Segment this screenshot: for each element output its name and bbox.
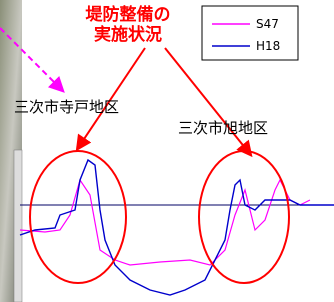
annotation: 堤防整備の	[86, 4, 171, 25]
legend-label: H18	[256, 39, 280, 53]
legend-label: S47	[256, 17, 279, 31]
annotation: 実施状況	[94, 24, 162, 45]
profile-h18	[20, 160, 334, 295]
arrow	[165, 48, 250, 154]
ruler	[14, 150, 22, 302]
legend-box	[202, 6, 298, 60]
screen: 堤防整備の 実施状況 S47 H18 三次市寺戸地区 三次市旭地区	[0, 0, 334, 302]
highlight-circle	[30, 151, 126, 283]
highlight-circle	[199, 151, 289, 283]
site-label: 三次市旭地区	[178, 119, 268, 137]
site-label: 三次市寺戸地区	[14, 98, 119, 116]
profile-s47	[20, 180, 310, 265]
